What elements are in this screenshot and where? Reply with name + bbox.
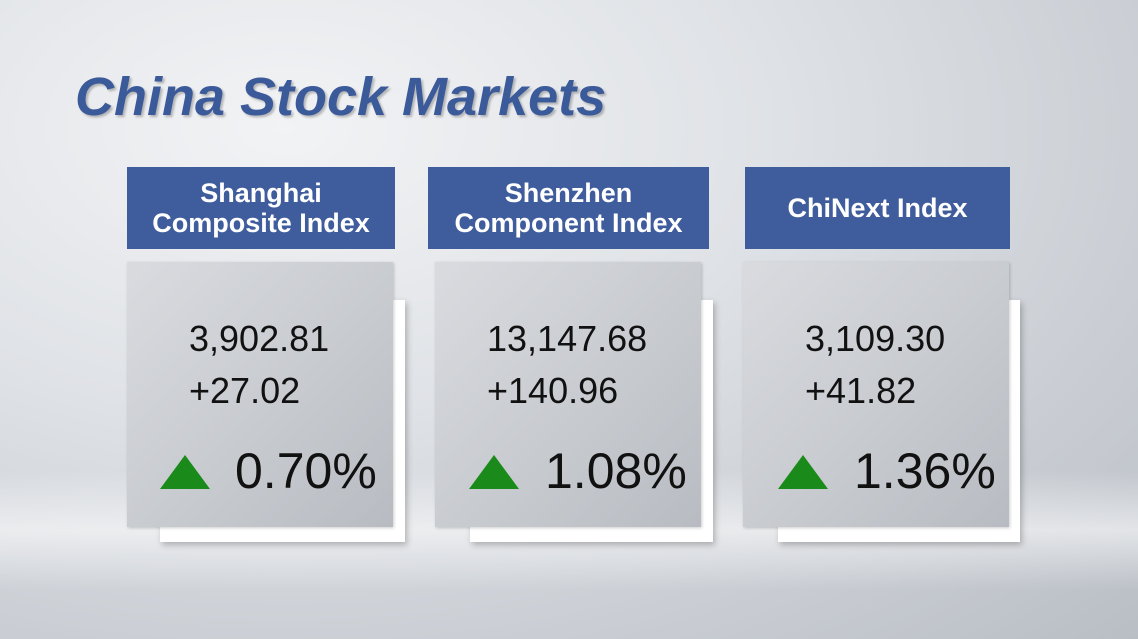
index-value: 3,902.81: [189, 318, 330, 359]
index-change: +27.02: [189, 370, 301, 411]
index-percent: 1.36%: [854, 443, 996, 499]
index-value: 13,147.68: [487, 318, 648, 359]
card-header: Shenzhen Component Index: [428, 167, 709, 249]
card: 13,147.68 +140.96 1.08%: [435, 262, 701, 527]
up-arrow: [160, 455, 210, 489]
index-change: +41.82: [805, 370, 917, 411]
index-change: +140.96: [487, 370, 619, 411]
card-header: ChiNext Index: [745, 167, 1010, 249]
card-header: Shanghai Composite Index: [127, 167, 395, 249]
up-arrow: [469, 455, 519, 489]
title: China Stock Markets: [75, 67, 607, 127]
index-percent: 0.70%: [235, 443, 377, 499]
card: 3,902.81 +27.02 0.70%: [127, 262, 393, 527]
up-arrow: [778, 455, 828, 489]
index-value: 3,109.30: [805, 318, 946, 359]
card: 3,109.30 +41.82 1.36%: [743, 262, 1009, 527]
index-percent: 1.08%: [545, 443, 687, 499]
